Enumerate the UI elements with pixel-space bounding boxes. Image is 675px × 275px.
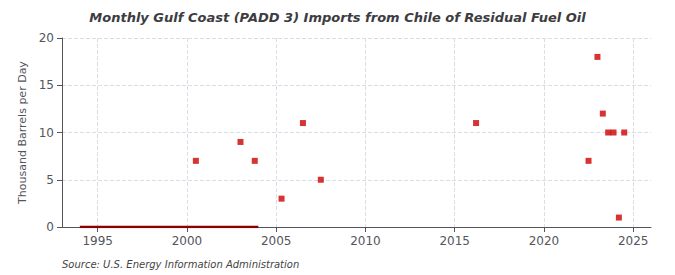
svg-text:15: 15 [39, 78, 54, 92]
svg-text:5: 5 [46, 173, 54, 187]
svg-text:Source: U.S. Energy Informatio: Source: U.S. Energy Information Administ… [62, 259, 299, 270]
svg-text:20: 20 [39, 31, 54, 45]
svg-text:2025: 2025 [618, 234, 649, 248]
svg-text:0: 0 [46, 220, 54, 234]
svg-text:Thousand Barrels per Day: Thousand Barrels per Day [16, 61, 29, 205]
svg-text:2020: 2020 [529, 234, 560, 248]
svg-text:2005: 2005 [261, 234, 292, 248]
svg-text:Monthly Gulf Coast (PADD 3) Im: Monthly Gulf Coast (PADD 3) Imports from… [89, 10, 586, 25]
svg-text:2010: 2010 [350, 234, 381, 248]
svg-text:1995: 1995 [82, 234, 113, 248]
svg-text:2000: 2000 [172, 234, 203, 248]
svg-text:2015: 2015 [439, 234, 470, 248]
svg-text:10: 10 [39, 126, 54, 140]
